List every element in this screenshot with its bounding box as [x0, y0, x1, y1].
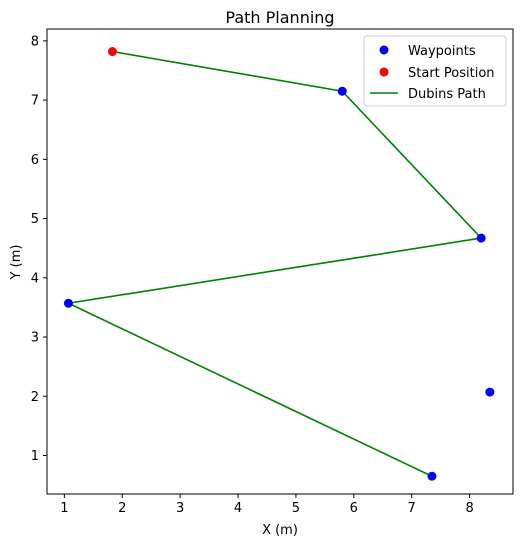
- waypoints-point: [337, 86, 347, 96]
- y-tick-label: 7: [31, 94, 39, 109]
- waypoints-point: [485, 387, 495, 397]
- x-axis-ticks: 1 2 3 4 5 6 7 8: [60, 494, 474, 516]
- x-axis-label: X (m): [262, 523, 298, 538]
- x-tick-label: 6: [350, 501, 358, 516]
- waypoints-point: [63, 298, 73, 308]
- legend-label-dubins-path: Dubins Path: [408, 87, 486, 102]
- x-tick-label: 2: [118, 501, 126, 516]
- y-tick-label: 1: [31, 449, 39, 464]
- x-tick-label: 8: [465, 501, 473, 516]
- y-axis-ticks: 1 2 3 4 5 6 7 8: [31, 34, 47, 464]
- legend-marker-start-position: [379, 67, 389, 77]
- start-position-point: [107, 47, 117, 57]
- x-tick-label: 5: [292, 501, 300, 516]
- y-tick-label: 6: [31, 153, 39, 168]
- legend-label-waypoints: Waypoints: [408, 44, 476, 59]
- y-tick-label: 4: [31, 271, 39, 286]
- plot-frame: [46, 28, 514, 495]
- y-axis-label: Y (m): [9, 245, 24, 281]
- legend: Waypoints Start Position Dubins Path: [363, 35, 507, 107]
- y-tick-label: 2: [31, 390, 39, 405]
- y-tick-label: 5: [31, 212, 39, 227]
- series-layer: [63, 47, 495, 481]
- waypoints-point: [427, 471, 437, 481]
- x-tick-label: 4: [234, 501, 242, 516]
- x-tick-label: 3: [176, 501, 184, 516]
- legend-marker-waypoints: [379, 45, 389, 55]
- chart-title: Path Planning: [225, 8, 334, 27]
- y-tick-label: 8: [31, 34, 39, 49]
- legend-frame: [363, 35, 507, 107]
- x-tick-label: 1: [60, 501, 68, 516]
- x-tick-label: 7: [408, 501, 416, 516]
- waypoints-point: [476, 233, 486, 243]
- legend-label-start-position: Start Position: [408, 66, 495, 81]
- y-tick-label: 3: [31, 331, 39, 346]
